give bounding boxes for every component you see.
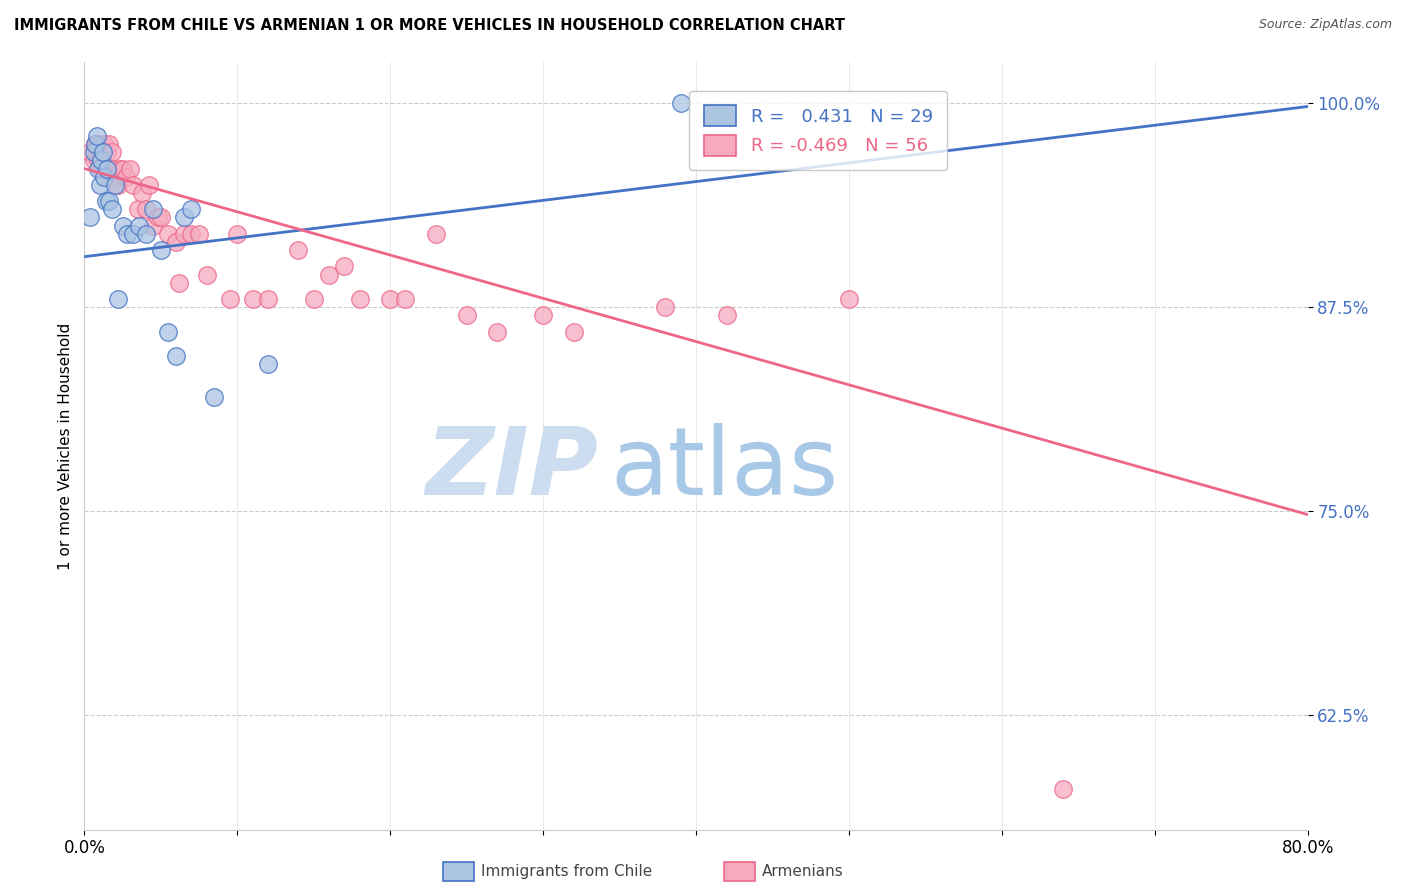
Point — [425, 227, 447, 241]
Point — [104, 169, 127, 184]
Point — [122, 227, 145, 241]
Text: Immigrants from Chile: Immigrants from Chile — [481, 864, 652, 879]
Point — [93, 169, 115, 184]
Point — [86, 128, 108, 143]
Point — [257, 292, 280, 306]
Point — [349, 292, 371, 306]
Point — [79, 211, 101, 225]
Point — [287, 243, 309, 257]
Point — [195, 268, 218, 282]
Point — [167, 276, 190, 290]
Point — [108, 161, 131, 176]
Point — [120, 161, 142, 176]
Point — [94, 161, 117, 176]
Point — [218, 292, 240, 306]
Point — [89, 178, 111, 192]
Point — [86, 136, 108, 151]
Point — [90, 153, 112, 168]
Point — [122, 178, 145, 192]
Y-axis label: 1 or more Vehicles in Household: 1 or more Vehicles in Household — [58, 322, 73, 570]
Point — [87, 161, 110, 176]
Point — [318, 268, 340, 282]
Point — [157, 325, 180, 339]
Point — [146, 211, 169, 225]
Point — [115, 227, 138, 241]
Point — [838, 292, 860, 306]
Point — [96, 145, 118, 160]
Point — [257, 358, 280, 372]
Point — [149, 211, 172, 225]
Point — [111, 161, 134, 176]
Point — [107, 292, 129, 306]
Point — [93, 136, 115, 151]
Point — [97, 194, 120, 209]
Point — [149, 243, 172, 257]
Point — [333, 260, 356, 274]
Point — [90, 161, 112, 176]
Legend: R =   0.431   N = 29, R = -0.469   N = 56: R = 0.431 N = 29, R = -0.469 N = 56 — [689, 91, 948, 170]
Point — [96, 161, 118, 176]
Point — [1052, 781, 1074, 796]
Point — [89, 136, 111, 151]
Point — [101, 202, 124, 217]
Point — [83, 145, 105, 160]
Point — [111, 219, 134, 233]
Point — [135, 202, 157, 217]
Point — [84, 136, 107, 151]
Point — [302, 292, 325, 306]
Point — [91, 145, 114, 160]
Point — [562, 325, 585, 339]
Point — [87, 153, 110, 168]
Point — [486, 325, 509, 339]
Point — [173, 211, 195, 225]
Point — [103, 161, 125, 176]
Point — [716, 309, 738, 323]
Point — [157, 227, 180, 241]
Point — [226, 227, 249, 241]
Point — [94, 194, 117, 209]
Point — [84, 136, 107, 151]
Point — [202, 390, 225, 404]
Point — [654, 300, 676, 314]
Point — [98, 169, 121, 184]
Text: IMMIGRANTS FROM CHILE VS ARMENIAN 1 OR MORE VEHICLES IN HOUSEHOLD CORRELATION CH: IMMIGRANTS FROM CHILE VS ARMENIAN 1 OR M… — [14, 18, 845, 33]
Point — [380, 292, 402, 306]
Point — [83, 153, 105, 168]
Point — [104, 178, 127, 192]
Point — [142, 202, 165, 217]
Text: Armenians: Armenians — [762, 864, 844, 879]
Point — [173, 227, 195, 241]
Point — [456, 309, 478, 323]
Point — [107, 178, 129, 192]
Point — [531, 309, 554, 323]
Point — [97, 136, 120, 151]
Point — [127, 202, 149, 217]
Point — [135, 227, 157, 241]
Text: atlas: atlas — [610, 423, 838, 515]
Point — [165, 349, 187, 363]
Point — [114, 169, 136, 184]
Point — [131, 186, 153, 200]
Point — [79, 145, 101, 160]
Point — [138, 178, 160, 192]
Text: Source: ZipAtlas.com: Source: ZipAtlas.com — [1258, 18, 1392, 31]
Text: ZIP: ZIP — [425, 423, 598, 515]
Point — [128, 219, 150, 233]
Point — [188, 227, 211, 241]
Point — [180, 227, 202, 241]
Point — [394, 292, 416, 306]
Point — [165, 235, 187, 249]
Point — [242, 292, 264, 306]
Point — [669, 96, 692, 111]
Point — [101, 145, 124, 160]
Point — [142, 219, 165, 233]
Point — [91, 145, 114, 160]
Point — [180, 202, 202, 217]
